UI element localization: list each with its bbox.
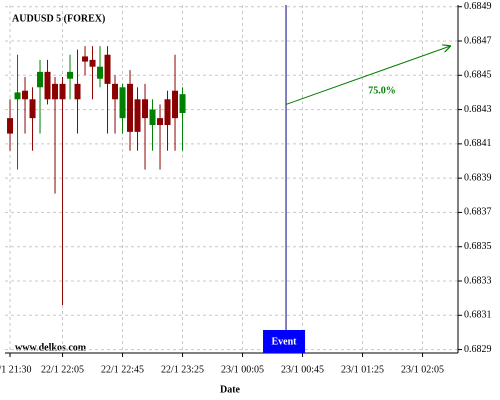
arrow-label: 75.0%	[368, 85, 396, 96]
candle-body	[157, 118, 164, 125]
x-tick-label: 23/1 00:05	[221, 364, 264, 375]
y-tick-label: 0.6843	[464, 104, 492, 115]
y-tick-label: 0.6829	[464, 344, 492, 355]
candle-body	[89, 59, 96, 67]
x-tick-label: 22/1 22:05	[41, 364, 84, 375]
event-box	[263, 330, 306, 353]
candle-body	[22, 90, 29, 100]
y-tick-label: 0.6837	[464, 207, 492, 218]
y-tick-label: 0.6841	[464, 138, 492, 149]
candle-body	[52, 83, 59, 100]
y-tick-label: 0.6849	[464, 1, 492, 12]
candle-body	[104, 54, 111, 84]
candle-body	[179, 94, 186, 113]
chart-title: AUDUSD 5 (FOREX)	[12, 13, 105, 24]
candle-body	[149, 109, 156, 125]
candle-body	[164, 99, 171, 125]
y-tick-label: 0.6839	[464, 172, 492, 183]
x-tick-label: 22/1 21:30	[0, 364, 32, 375]
candle-body	[29, 99, 36, 119]
candle-body	[119, 87, 126, 119]
y-tick-label: 0.6835	[464, 241, 492, 252]
x-axis-label: Date	[220, 384, 241, 395]
candle-body	[37, 71, 44, 88]
candle-body	[7, 118, 14, 134]
y-tick-label: 0.6833	[464, 275, 492, 286]
candle-body	[142, 99, 149, 119]
x-tick-label: 22/1 23:25	[161, 364, 204, 375]
candle-body	[74, 83, 81, 100]
candle-body	[67, 71, 74, 79]
forecast-arrow	[285, 46, 450, 105]
x-tick-label: 23/1 02:05	[401, 364, 444, 375]
footer-text: www.delkos.com	[15, 342, 87, 353]
x-tick-label: 22/1 22:45	[101, 364, 144, 375]
y-tick-label: 0.6831	[464, 310, 492, 321]
candle-body	[134, 99, 141, 132]
candle-body	[127, 83, 134, 132]
event-label: Event	[272, 336, 298, 347]
y-tick-label: 0.6845	[464, 70, 492, 81]
candle-body	[172, 90, 179, 119]
y-tick-label: 0.6847	[464, 35, 492, 46]
candle-body	[82, 56, 89, 62]
candle-body	[97, 66, 104, 79]
x-tick-label: 23/1 01:25	[341, 364, 384, 375]
candle-body	[44, 71, 51, 100]
candle-body	[112, 83, 119, 100]
x-tick-label: 23/1 00:45	[281, 364, 324, 375]
candle-body	[14, 92, 21, 100]
candle-body	[59, 83, 66, 100]
